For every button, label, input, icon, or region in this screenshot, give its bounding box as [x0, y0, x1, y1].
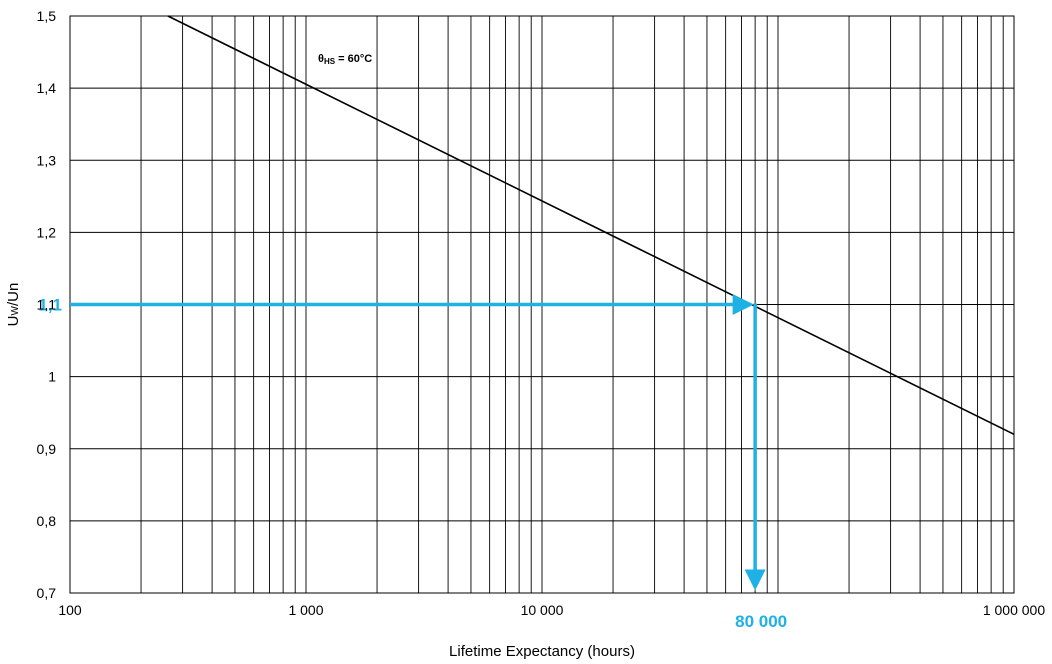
y-tick-label: 0,7	[37, 585, 57, 601]
y-tick-label: 1,5	[37, 8, 57, 24]
y-tick-label: 0,8	[37, 513, 57, 529]
annotation-value: = 60°C	[335, 53, 372, 65]
y-tick-label: 1,4	[37, 80, 57, 96]
y-tick-label: 1,1	[37, 297, 57, 313]
annotation-subscript: HS	[324, 57, 336, 66]
x-tick-labels: 100 1 000 10 000 1 000 000	[58, 602, 1045, 618]
y-tick-label: 1	[48, 369, 56, 385]
callout-layer: 1,1 80 000	[38, 296, 787, 632]
x-tick-label: 1 000	[288, 602, 323, 618]
y-tick-labels: 0,7 0,8 0,9 1 1,1 1,2 1,3 1,4 1,5	[37, 8, 57, 601]
x-axis-title: Lifetime Expectancy (hours)	[449, 643, 635, 660]
temperature-annotation: θHS = 60°C	[318, 53, 372, 66]
x-tick-label: 1 000 000	[983, 602, 1045, 618]
y-tick-label: 0,9	[37, 441, 57, 457]
x-tick-label: 100	[58, 602, 82, 618]
x-tick-label: 10 000	[521, 602, 564, 618]
y-axis-title-main: U	[5, 315, 22, 326]
y-axis-title-rest: /Un	[5, 283, 22, 306]
y-tick-label: 1,3	[37, 152, 57, 168]
callout-x-label: 80 000	[735, 612, 787, 631]
y-tick-label: 1,2	[37, 224, 57, 240]
y-axis-title: UW/Un	[5, 283, 22, 327]
